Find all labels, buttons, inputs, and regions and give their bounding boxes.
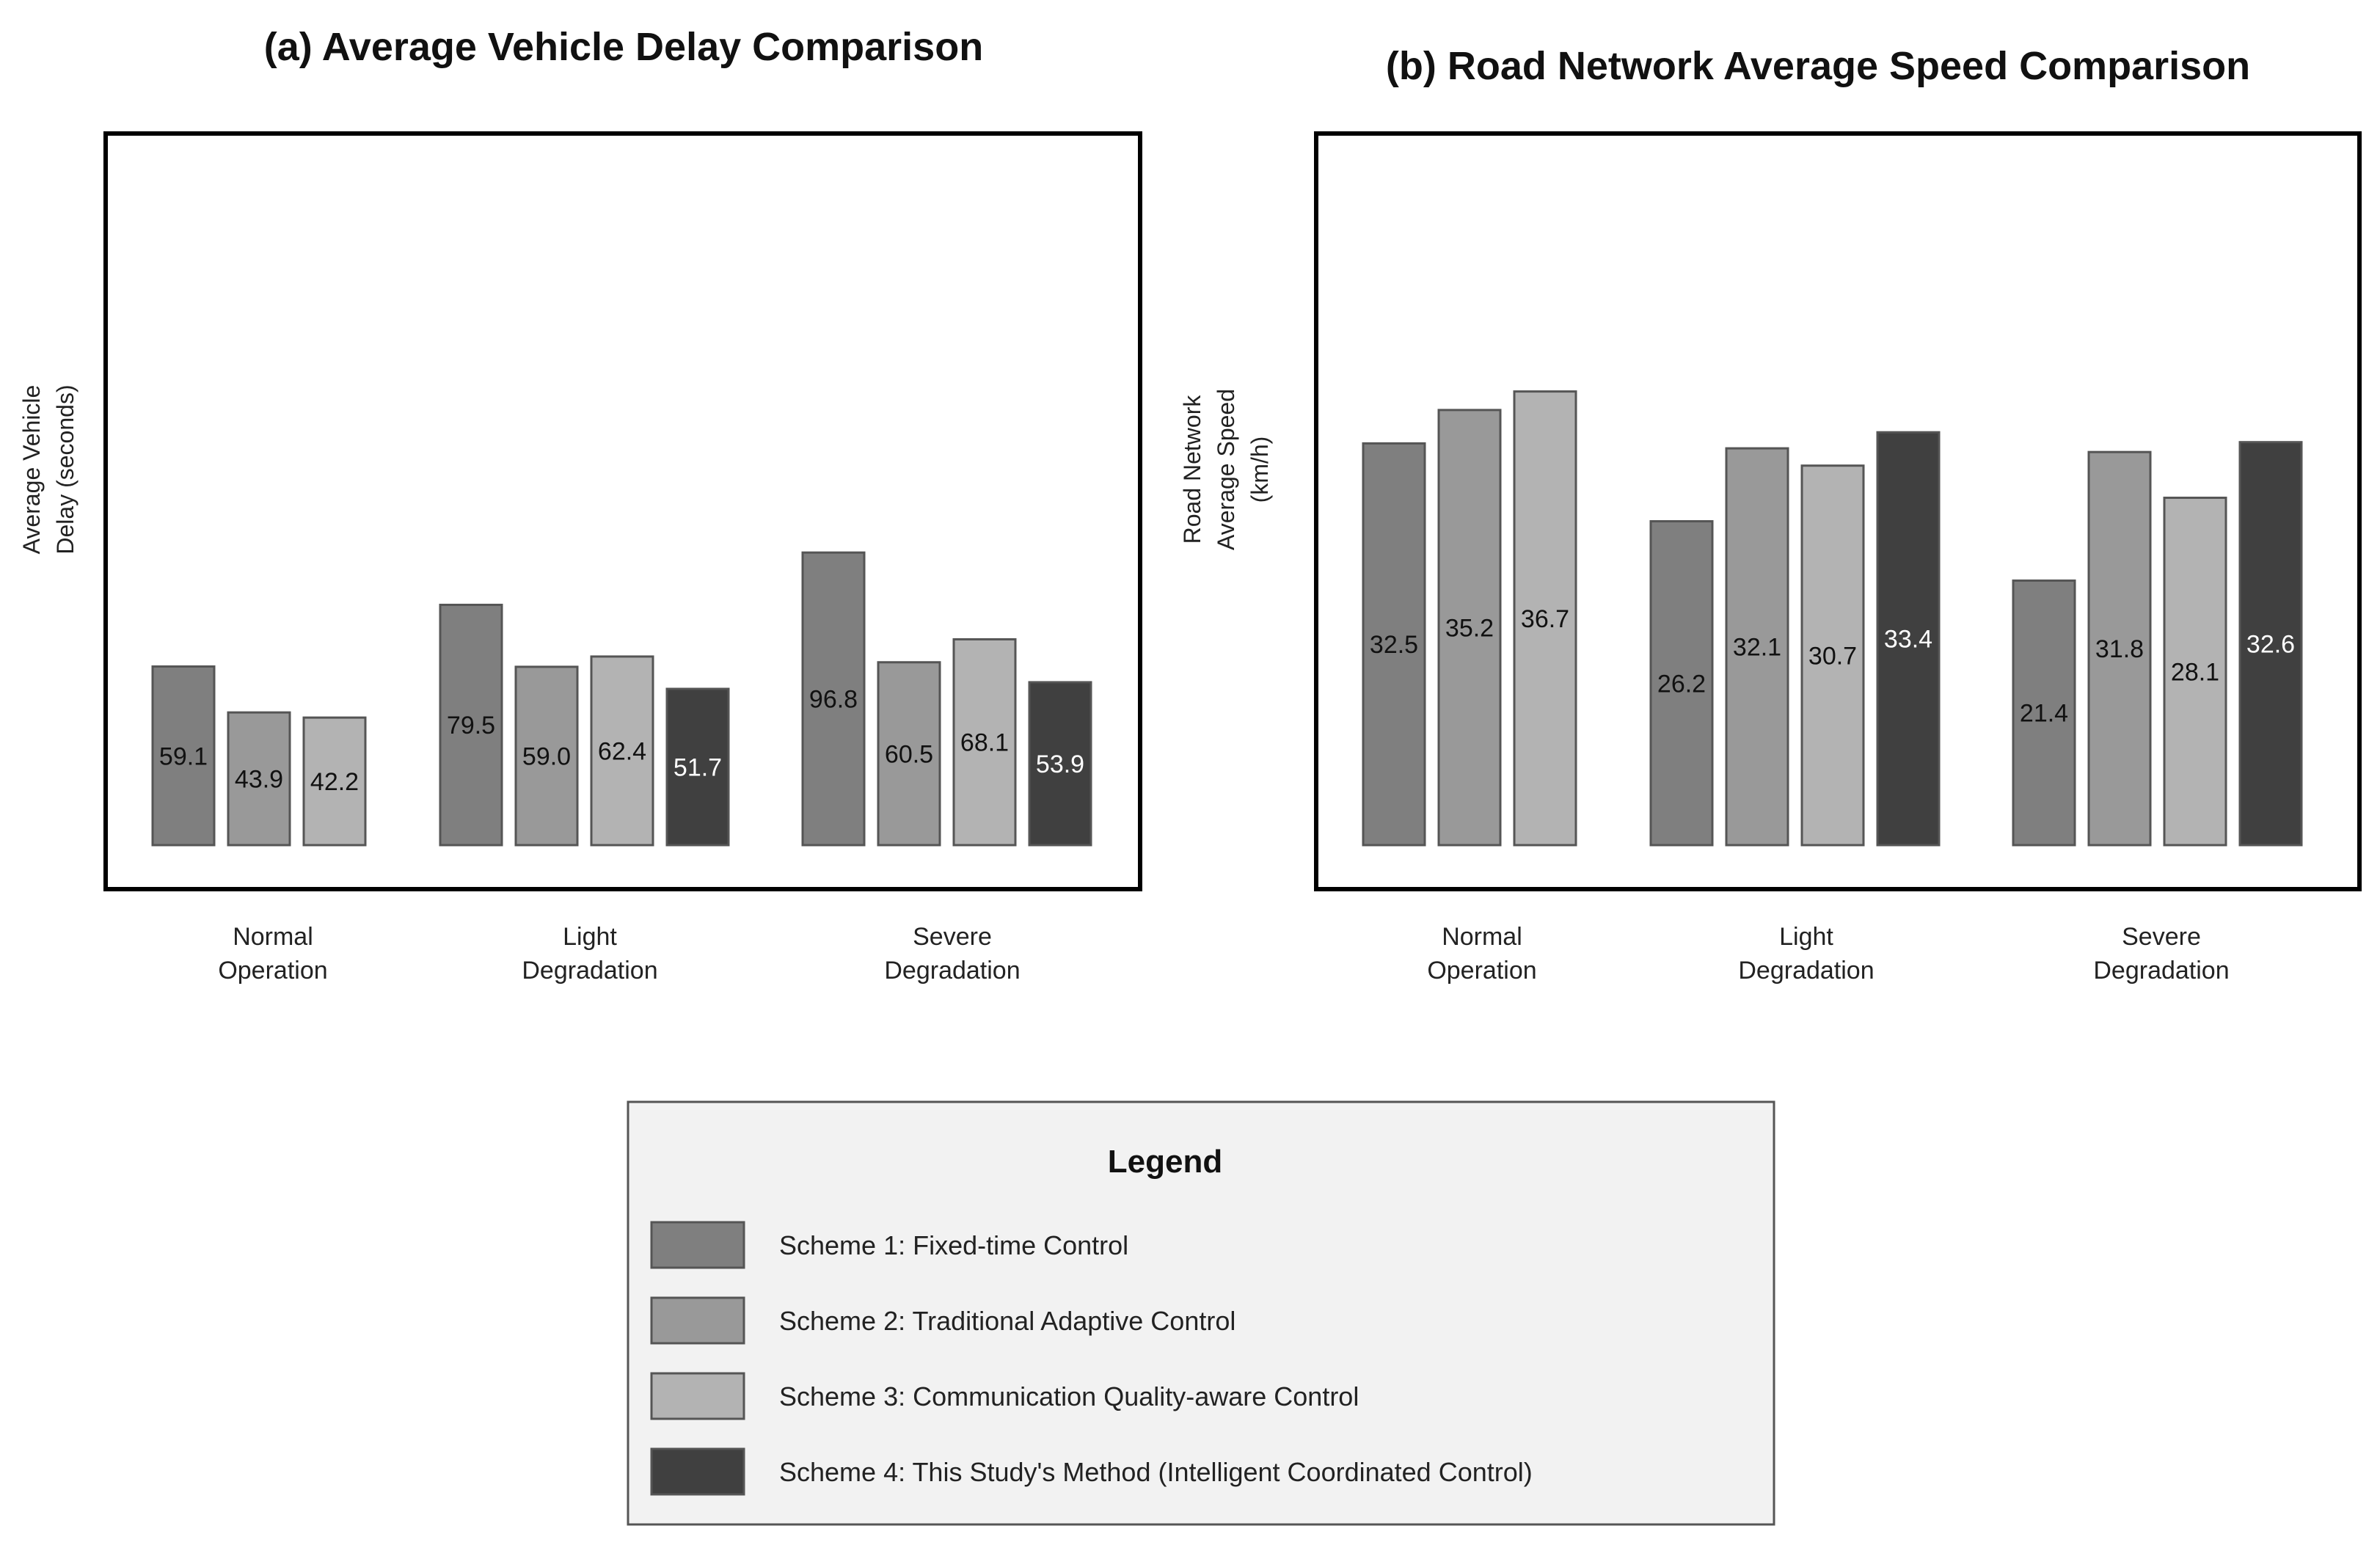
chart-a-ylabel-line-1: Average Vehicle <box>18 385 45 555</box>
value-label-a-2-scheme-4: 51.7 <box>674 753 722 781</box>
bar-a-3-scheme-4 <box>1028 681 1092 847</box>
chart-a-bars: 59.1 43.9 42.2 79.5 59.0 62.4 51.7 96.8 60.5 68.1… <box>151 551 1092 847</box>
bar-a-2-scheme-3 <box>590 655 654 847</box>
value-label-a-2-scheme-2: 59.0 <box>522 742 571 770</box>
chart-b-ylabel-line-2: Average Speed <box>1213 389 1239 550</box>
bar-a-1-scheme-2 <box>227 711 291 847</box>
chart-b-ylabel-line-1: Road Network <box>1179 395 1205 544</box>
bar-b-3-scheme-2 <box>2087 450 2152 847</box>
bar-b-2-scheme-1 <box>1649 520 1714 847</box>
value-label-b-2-scheme-4: 33.4 <box>1884 626 1932 654</box>
value-label-b-3-scheme-3: 28.1 <box>2171 658 2219 686</box>
chart-b-x-ticks: Normal Operation Light Degradation Severe Deg… <box>1427 923 2229 985</box>
bar-a-2-scheme-4 <box>665 687 730 847</box>
value-label-b-3-scheme-2: 31.8 <box>2095 635 2144 663</box>
bar-b-3-scheme-4 <box>2238 441 2303 847</box>
legend-box <box>627 1100 1775 1526</box>
bar-b-1-scheme-3 <box>1513 390 1577 847</box>
value-label-a-2-scheme-3: 62.4 <box>598 737 646 765</box>
value-label-a-3-scheme-1: 96.8 <box>809 686 858 714</box>
chart-b-bars: 32.5 35.2 36.7 26.2 32.1 30.7 33.4 21.4 31.8 28.1… <box>1362 390 2303 847</box>
x-tick-label-b-2: Degradation <box>1738 957 1874 985</box>
chart-b-ylabel-line-3: (km/h) <box>1246 437 1273 503</box>
value-label-b-1-scheme-3: 36.7 <box>1521 605 1569 633</box>
bar-b-2-scheme-3 <box>1800 464 1865 847</box>
bar-b-2-scheme-4 <box>1876 431 1941 847</box>
bar-a-2-scheme-2 <box>514 665 579 847</box>
chart-a-x-ticks: Normal Operation Light Degradation Severe Deg… <box>218 923 1020 985</box>
x-tick-label-b-3: Degradation <box>2093 957 2229 985</box>
chart-a: (a) Average Vehicle Delay Comparison Ave… <box>18 25 1142 985</box>
value-label-b-2-scheme-2: 32.1 <box>1733 634 1781 662</box>
value-label-a-1-scheme-2: 43.9 <box>235 766 283 794</box>
legend-label-scheme-4: Scheme 4: This Study's Method (Intellige… <box>779 1457 1533 1487</box>
value-label-b-3-scheme-4: 32.6 <box>2246 630 2295 658</box>
chart-b-title: (b) Road Network Average Speed Compariso… <box>1386 44 2250 88</box>
legend: Legend Scheme 1: Fixed-time ControlSchem… <box>627 1100 1775 1526</box>
x-tick-label-b-1: Normal <box>1442 923 1522 951</box>
chart-a-title: (a) Average Vehicle Delay Comparison <box>264 25 983 69</box>
legend-swatch-scheme-3 <box>650 1372 745 1420</box>
bar-b-1-scheme-1 <box>1362 442 1426 847</box>
bar-b-3-scheme-3 <box>2163 497 2227 847</box>
bar-b-2-scheme-2 <box>1725 447 1789 847</box>
bar-a-3-scheme-2 <box>877 661 941 847</box>
value-label-b-2-scheme-3: 30.7 <box>1808 642 1857 670</box>
value-label-a-1-scheme-3: 42.2 <box>310 768 359 796</box>
x-tick-label-b-3: Severe <box>2122 923 2201 951</box>
legend-title: Legend <box>1108 1144 1222 1180</box>
x-tick-label-a-2: Light <box>563 923 617 951</box>
value-label-a-3-scheme-4: 53.9 <box>1036 750 1084 778</box>
legend-swatch-scheme-2 <box>650 1296 745 1345</box>
legend-label-scheme-3: Scheme 3: Communication Quality-aware Co… <box>779 1381 1359 1411</box>
legend-label-scheme-1: Scheme 1: Fixed-time Control <box>779 1230 1128 1260</box>
value-label-a-3-scheme-2: 60.5 <box>885 740 933 768</box>
x-tick-label-a-3: Severe <box>913 923 992 951</box>
x-tick-label-a-1: Operation <box>218 957 327 985</box>
value-label-b-2-scheme-1: 26.2 <box>1657 670 1706 698</box>
value-label-b-1-scheme-2: 35.2 <box>1445 614 1494 642</box>
value-label-a-1-scheme-1: 59.1 <box>159 742 208 770</box>
x-tick-label-a-2: Degradation <box>522 957 657 985</box>
chart-b-ylabel: Road Network Average Speed (km/h) <box>1179 389 1273 550</box>
bar-a-1-scheme-1 <box>151 665 216 847</box>
chart-a-ylabel: Average Vehicle Delay (seconds) <box>18 384 79 554</box>
chart-a-ylabel-line-2: Delay (seconds) <box>52 384 79 554</box>
bar-a-2-scheme-1 <box>439 603 503 847</box>
x-tick-label-b-2: Light <box>1779 923 1833 951</box>
value-label-a-3-scheme-3: 68.1 <box>960 729 1009 757</box>
bar-b-1-scheme-2 <box>1437 409 1502 847</box>
bar-a-3-scheme-3 <box>952 638 1017 847</box>
value-label-b-3-scheme-1: 21.4 <box>2020 700 2068 728</box>
x-tick-label-b-1: Operation <box>1427 957 1536 985</box>
value-label-b-1-scheme-1: 32.5 <box>1370 631 1418 659</box>
legend-swatch-scheme-1 <box>650 1221 745 1269</box>
value-label-a-2-scheme-1: 79.5 <box>447 712 495 739</box>
bar-a-1-scheme-3 <box>302 716 367 847</box>
legend-items: Scheme 1: Fixed-time Control Scheme 2: Tr… <box>650 1221 1533 1496</box>
x-tick-label-a-3: Degradation <box>884 957 1020 985</box>
legend-label-scheme-2: Scheme 2: Traditional Adaptive Control <box>779 1306 1235 1336</box>
chart-b: (b) Road Network Average Speed Compariso… <box>1179 44 2362 985</box>
bar-a-3-scheme-1 <box>801 551 866 847</box>
legend-swatch-scheme-4 <box>650 1447 745 1496</box>
bar-b-3-scheme-1 <box>2012 579 2076 847</box>
x-tick-label-a-1: Normal <box>233 923 313 951</box>
